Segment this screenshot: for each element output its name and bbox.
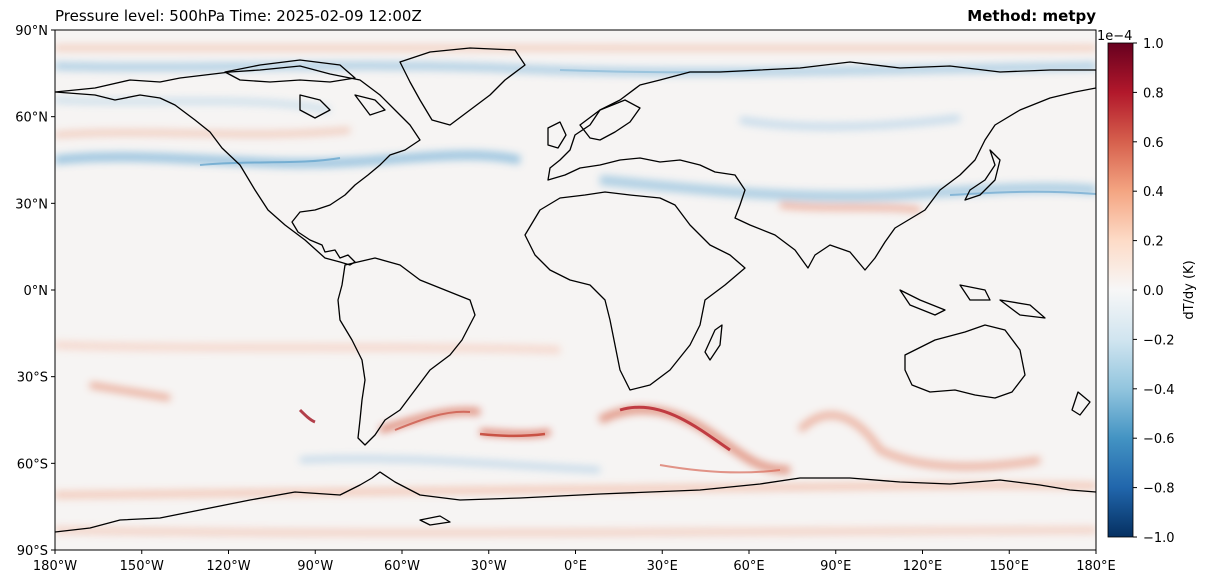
lat-tick-label: 30°N (15, 197, 48, 212)
method-label: Method: metpy (967, 7, 1096, 25)
colorbar-label: dT/dy (K) (1182, 260, 1197, 319)
coastlines (55, 47, 1096, 533)
lat-tick-label: 60°S (17, 457, 48, 472)
colorbar: 1e−4 1.0 0.8 0.6 0.4 0.2 0.0 −0.2 −0.4 −0.6 −0.8 −… (1097, 29, 1197, 546)
colorbar-tick-label: −1.0 (1143, 531, 1175, 546)
lat-tick-label: 0°N (24, 284, 49, 299)
colorbar-tick-label: −0.2 (1143, 333, 1175, 348)
lon-tick-label: 60°E (733, 559, 764, 574)
lat-axis: 90°N 60°N 30°N 0°N 30°S 60°S 90°S (15, 24, 55, 559)
colorbar-tick-label: 0.6 (1143, 136, 1164, 151)
colorbar-tick-label: 0.8 (1143, 86, 1164, 101)
colorbar-exponent: 1e−4 (1097, 29, 1132, 44)
lat-tick-label: 90°S (17, 544, 48, 559)
colorbar-tick-label: 0.0 (1143, 284, 1164, 299)
lat-tick-label: 30°S (17, 371, 48, 386)
lon-tick-label: 90°W (297, 559, 333, 574)
lon-tick-label: 120°W (206, 559, 250, 574)
lon-tick-label: 0°E (564, 559, 587, 574)
lat-tick-label: 90°N (15, 24, 48, 39)
lon-tick-label: 150°E (989, 559, 1029, 574)
colorbar-gradient (1107, 42, 1134, 538)
lon-axis: 180°W 150°W 120°W 90°W 60°W 30°W 0°E 30°E 60°E 90… (33, 550, 1116, 574)
colorbar-tick-label: 1.0 (1143, 37, 1164, 52)
lon-tick-label: 120°E (903, 559, 943, 574)
lon-tick-label: 180°E (1076, 559, 1116, 574)
map-area (55, 30, 1096, 550)
colorbar-tick-label: 0.4 (1143, 185, 1164, 200)
lon-tick-label: 180°W (33, 559, 77, 574)
lon-tick-label: 150°W (120, 559, 164, 574)
colorbar-tick-label: −0.8 (1143, 482, 1175, 497)
colorbar-tick-label: −0.6 (1143, 432, 1175, 447)
lon-tick-label: 30°W (471, 559, 507, 574)
lon-tick-label: 30°E (647, 559, 678, 574)
gradient-field (55, 44, 1096, 537)
plot-title: Pressure level: 500hPa Time: 2025-02-09 … (55, 7, 422, 25)
lon-tick-label: 90°E (820, 559, 851, 574)
colorbar-tick-label: −0.4 (1143, 383, 1175, 398)
colorbar-tick-label: 0.2 (1143, 235, 1164, 250)
lat-tick-label: 60°N (15, 111, 48, 126)
lon-tick-label: 60°W (384, 559, 420, 574)
